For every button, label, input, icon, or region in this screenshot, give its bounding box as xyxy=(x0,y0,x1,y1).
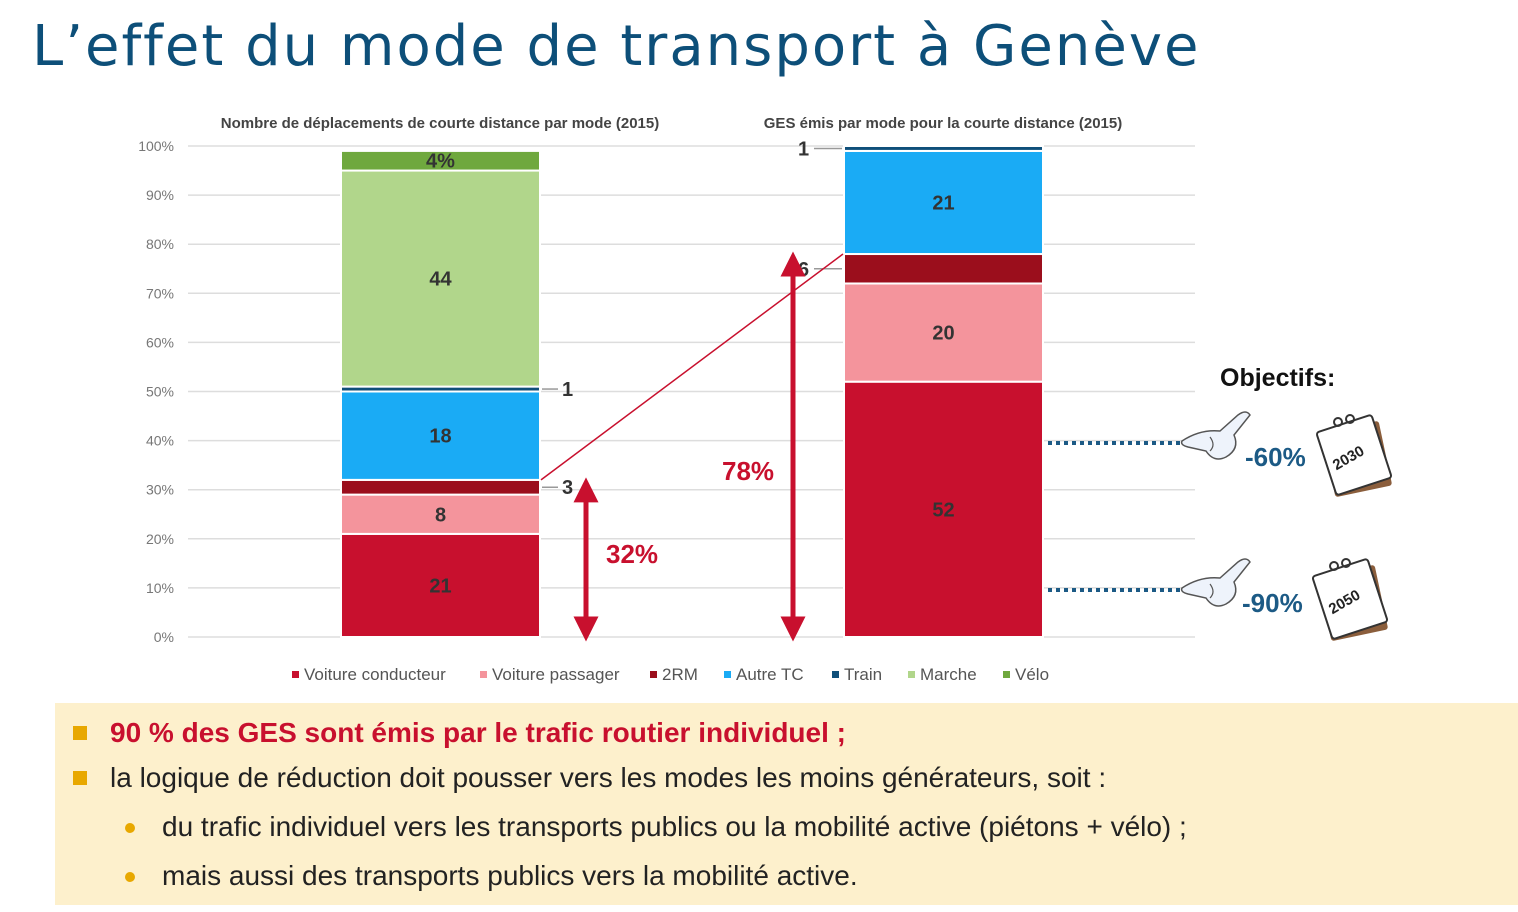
calendar-2030-icon: 2030 xyxy=(1316,414,1392,497)
y-tick-label: 30% xyxy=(146,482,174,498)
y-tick-label: 70% xyxy=(146,285,174,301)
chart2-segment-label: 52 xyxy=(932,499,954,521)
legend-item: Autre TC xyxy=(736,665,804,684)
legend-item: 2RM xyxy=(662,665,698,684)
chart1-segment-label: 44 xyxy=(429,269,452,291)
y-tick-label: 90% xyxy=(146,187,174,203)
chart2-bar-segment xyxy=(843,253,1044,285)
legend-swatch xyxy=(650,671,657,678)
chart2-bar-segment xyxy=(843,145,1044,152)
chart2-title: GES émis par mode pour la courte distanc… xyxy=(764,115,1122,132)
chart1-annotation: 32% xyxy=(606,539,658,569)
chart1-bar-segment xyxy=(340,390,541,481)
chart2-bar-segment xyxy=(843,380,1044,638)
chart1-bar-segment xyxy=(340,149,541,172)
chart1-segment-label: 18 xyxy=(429,426,451,448)
bullet-dot-icon xyxy=(125,823,135,833)
bullet-dot-icon xyxy=(125,872,135,882)
chart1-segment-label: 1 xyxy=(562,379,573,401)
y-tick-label: 50% xyxy=(146,384,174,400)
chart1-bar-segment xyxy=(340,478,541,496)
calendar-2050-icon: 2050 xyxy=(1312,558,1388,641)
chart2-segment-label: 20 xyxy=(932,323,954,345)
summary-bullet-1: 90 % des GES sont émis par le trafic rou… xyxy=(110,717,846,748)
chart1-title: Nombre de déplacements de courte distanc… xyxy=(221,115,659,132)
chart1-segment-label: 8 xyxy=(435,504,446,526)
chart2-bar-segment xyxy=(843,149,1044,256)
pointing-hand-icon xyxy=(1180,411,1251,460)
summary-bullet-2: la logique de réduction doit pousser ver… xyxy=(110,762,1107,793)
legend-item: Voiture passager xyxy=(492,665,620,684)
bullet-square-icon xyxy=(73,726,87,740)
legend-swatch xyxy=(480,671,487,678)
legend-swatch xyxy=(1003,671,1010,678)
chart1-bar-segment xyxy=(340,493,541,535)
chart2-segment-label: 6 xyxy=(798,259,809,281)
chart1-segment-label: 3 xyxy=(562,477,573,499)
legend-swatch xyxy=(832,671,839,678)
chart1-bar-segment xyxy=(340,169,541,388)
bullet-square-icon xyxy=(73,771,87,785)
legend-swatch xyxy=(908,671,915,678)
legend-item: Vélo xyxy=(1015,665,1049,684)
objective-2050-value: -90% xyxy=(1242,588,1303,618)
y-tick-label: 0% xyxy=(154,629,174,645)
y-tick-label: 100% xyxy=(138,138,174,154)
summary-box: 90 % des GES sont émis par le trafic rou… xyxy=(55,703,1518,905)
objective-2030-value: -60% xyxy=(1245,442,1306,472)
objectives-title: Objectifs: xyxy=(1220,364,1335,392)
y-tick-label: 80% xyxy=(146,236,174,252)
stacked-bar-charts: 0% 10% 20% 30% 40% 50% 60% 70% 80% 90% 100% Nombre… xyxy=(138,115,1392,684)
legend-item: Marche xyxy=(920,665,977,684)
y-tick-label: 10% xyxy=(146,580,174,596)
y-tick-label: 20% xyxy=(146,531,174,547)
chart2-bar-segment xyxy=(843,282,1044,383)
summary-sub-bullet-2: mais aussi des transports publics vers l… xyxy=(162,860,858,891)
legend-item: Train xyxy=(844,665,882,684)
page-title: L’effet du mode de transport à Genève xyxy=(32,14,1201,79)
legend-swatch xyxy=(292,671,299,678)
chart2-segment-label: 1 xyxy=(798,138,809,160)
legend-item: Voiture conducteur xyxy=(304,665,446,684)
chart2-annotation: 78% xyxy=(722,456,774,486)
chart1-segment-label: 21 xyxy=(429,575,451,597)
y-tick-label: 40% xyxy=(146,433,174,449)
chart1-segment-label: 4% xyxy=(426,151,455,173)
summary-sub-bullet-1: du trafic individuel vers les transports… xyxy=(162,811,1187,842)
legend-swatch xyxy=(724,671,731,678)
chart1-bar-segment xyxy=(340,532,541,639)
y-tick-label: 60% xyxy=(146,334,174,350)
connector-line xyxy=(540,253,844,481)
chart2-segment-label: 21 xyxy=(932,192,954,214)
pointing-hand-icon xyxy=(1180,558,1251,607)
